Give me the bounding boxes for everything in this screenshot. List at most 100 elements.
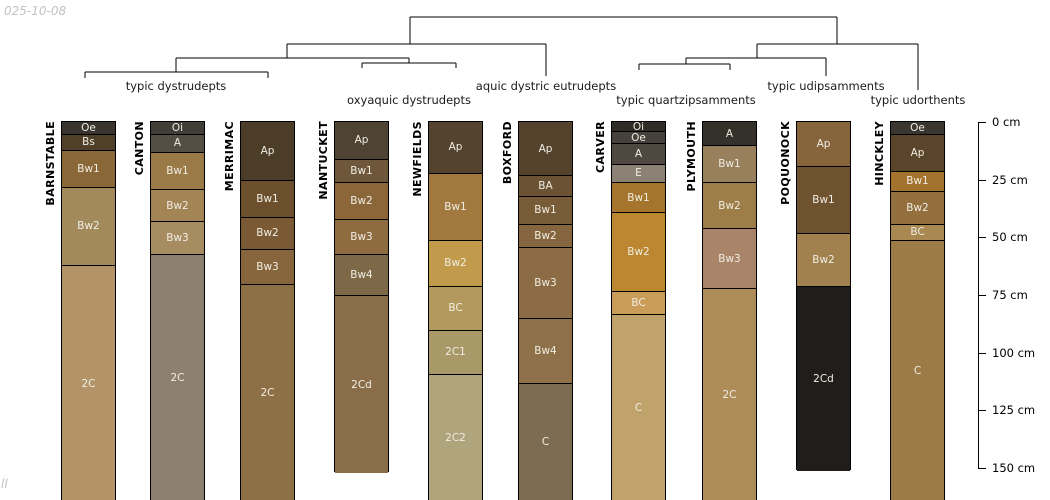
horizon-label: Bw2 — [256, 227, 279, 240]
horizon-bw2: Bw2 — [703, 182, 756, 229]
horizon-label: Bw3 — [166, 231, 189, 244]
depth-tick-label: 100 cm — [992, 345, 1036, 360]
horizon-label: Bw1 — [906, 175, 929, 188]
horizon-bw3: Bw3 — [519, 246, 572, 319]
horizon-label: A — [173, 137, 182, 150]
horizon-bw1: Bw1 — [612, 182, 665, 213]
horizon-label: Bw2 — [812, 253, 835, 266]
depth-tick-label: 25 cm — [992, 172, 1028, 187]
horizon-ap: Ap — [891, 133, 944, 171]
soil-column-plymouth: A Bw1 Bw2 Bw3 2C — [702, 121, 757, 500]
horizon-e: E — [612, 163, 665, 183]
horizon-ap: Ap — [241, 122, 294, 180]
series-name-poquonock: POQUONOCK — [779, 121, 792, 205]
horizon-oi: Oi — [151, 122, 204, 134]
horizon-label: Bw4 — [534, 344, 557, 357]
horizon-label: 2C — [722, 388, 737, 401]
series-name-canton: CANTON — [133, 121, 146, 176]
horizon-label: Ap — [538, 142, 553, 155]
depth-tick-label: 50 cm — [992, 230, 1028, 245]
horizon-bw1: Bw1 — [703, 145, 756, 183]
series-name-plymouth: PLYMOUTH — [685, 121, 698, 192]
horizon-oi: Oi — [612, 120, 665, 133]
soil-column-nantucket: Ap Bw1 Bw2 Bw3 Bw4 2Cd — [334, 121, 389, 474]
horizon-label: Oi — [632, 120, 645, 133]
depth-tick — [978, 410, 986, 412]
soil-column-boxford: Ap BA Bw1 Bw2 Bw3 Bw4 C — [518, 121, 573, 500]
horizon-label: Oe — [910, 121, 925, 134]
depth-tick — [978, 179, 986, 181]
horizon-2c2: 2C2 — [429, 373, 482, 500]
horizon-bw2: Bw2 — [335, 182, 388, 219]
horizon-label: A — [634, 147, 643, 160]
taxon-label-aquic-dystric-eutrudepts: aquic dystric eutrudepts — [475, 79, 617, 93]
series-name-boxford: BOXFORD — [501, 121, 514, 185]
horizon-label: Bw1 — [718, 157, 741, 170]
horizon-label: Bw3 — [350, 230, 373, 243]
horizon-bw4: Bw4 — [335, 253, 388, 296]
depth-tick-label: 75 cm — [992, 288, 1028, 302]
horizon-ap: Ap — [429, 122, 482, 173]
soil-column-poquonock: Ap Bw1 Bw2 2Cd — [796, 121, 851, 471]
horizon-label: Oe — [631, 131, 646, 144]
horizon-bw1: Bw1 — [151, 152, 204, 189]
horizon-label: C — [913, 364, 922, 377]
soil-column-merrimac: Ap Bw1 Bw2 Bw3 2C — [240, 121, 295, 500]
horizon-bw3: Bw3 — [151, 221, 204, 254]
watermark-date: 025-10-08 — [4, 4, 67, 18]
series-name-merrimac: MERRIMAC — [223, 121, 236, 192]
horizon-label: Oi — [171, 121, 184, 134]
depth-tick — [978, 122, 986, 123]
horizon-label: Bw2 — [166, 199, 189, 212]
taxon-label-oxyaquic-dystrudepts: oxyaquic dystrudepts — [347, 93, 471, 107]
horizon-bw2: Bw2 — [429, 239, 482, 286]
taxon-label-typic-udorthents: typic udorthents — [870, 93, 966, 107]
horizon-label: Bw1 — [166, 164, 189, 177]
horizon-bw2: Bw2 — [241, 216, 294, 250]
horizon-label: 2C — [81, 377, 96, 390]
dendrogram-lines — [84, 16, 919, 90]
horizon-label: 2Cd — [813, 372, 834, 385]
horizon-label: Bw2 — [627, 245, 650, 258]
horizon-ap: Ap — [519, 122, 572, 176]
soil-column-canton: Oi A Bw1 Bw2 Bw3 2C — [150, 121, 205, 500]
horizon-label: Bw1 — [256, 192, 279, 205]
horizon-bw4: Bw4 — [519, 318, 572, 384]
horizon-c: C — [612, 313, 665, 500]
taxon-label-typic-dystrudepts: typic dystrudepts — [125, 79, 227, 93]
horizon-bw1: Bw1 — [797, 165, 850, 233]
horizon-bw2: Bw2 — [612, 212, 665, 291]
horizon-bw1: Bw1 — [62, 149, 115, 187]
horizon-label: Oe — [81, 121, 96, 134]
horizon-oe: Oe — [62, 122, 115, 134]
dendrogram — [84, 16, 919, 90]
horizon-label: Bw1 — [77, 162, 100, 175]
horizon-label: Bw1 — [350, 164, 373, 177]
horizon-label: Bw3 — [718, 252, 741, 265]
horizon-label: Bw2 — [906, 201, 929, 214]
horizon-2cd: 2Cd — [797, 286, 850, 471]
horizon-label: C — [541, 436, 550, 449]
horizon-label: Ap — [354, 134, 369, 147]
horizon-bs: Bs — [62, 133, 115, 150]
series-name-barnstable: BARNSTABLE — [44, 121, 57, 206]
horizon-a: A — [703, 122, 756, 146]
horizon-label: BC — [631, 296, 646, 309]
horizon-label: Bw2 — [350, 194, 373, 207]
horizon-label: Ap — [260, 144, 275, 157]
horizon-label: Bw1 — [627, 191, 650, 204]
series-name-nantucket: NANTUCKET — [317, 121, 330, 200]
horizon-bw1: Bw1 — [519, 195, 572, 224]
horizon-a: A — [612, 142, 665, 164]
horizon-label: Bw1 — [444, 200, 467, 213]
depth-tick — [978, 237, 986, 239]
horizon-label: 2Cd — [351, 378, 372, 391]
horizon-bw3: Bw3 — [703, 228, 756, 289]
horizon-bc: BC — [612, 290, 665, 314]
horizon-label: 2C — [260, 386, 275, 399]
soil-column-newfields: Ap Bw1 Bw2 BC 2C1 2C2 — [428, 121, 483, 500]
horizon-label: E — [635, 167, 642, 180]
horizon-label: BA — [538, 179, 553, 192]
horizon-oe: Oe — [612, 131, 665, 143]
horizon-2c: 2C — [62, 265, 115, 500]
